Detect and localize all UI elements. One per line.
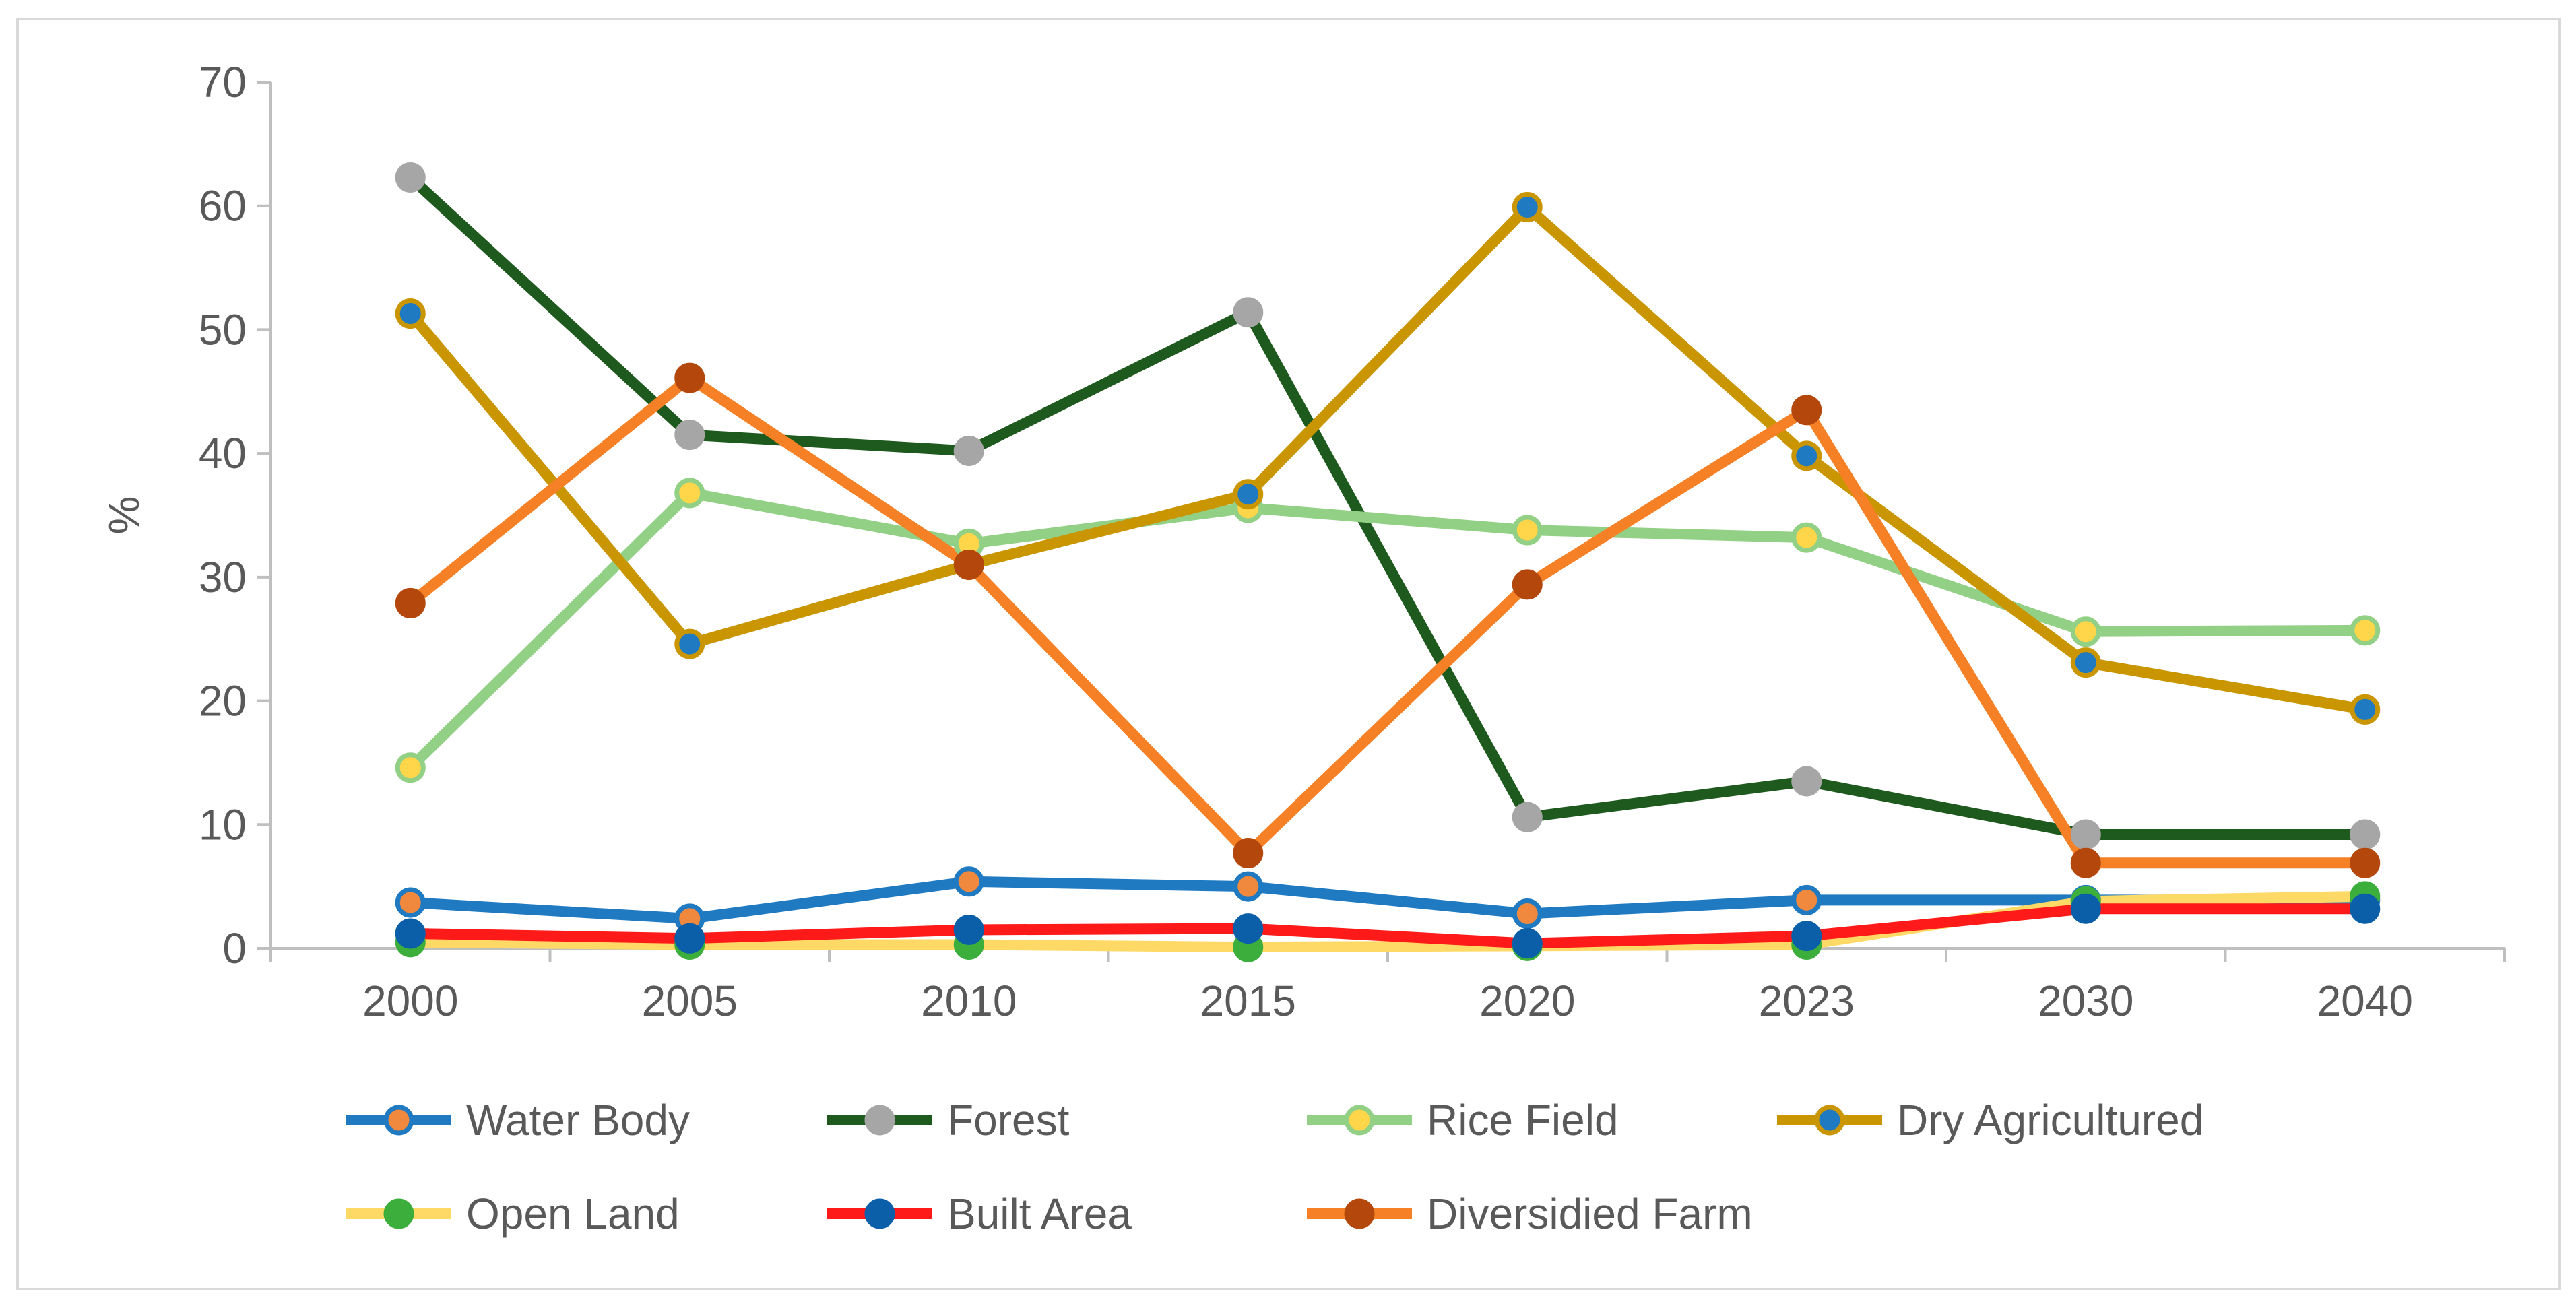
x-tick-label: 2040 (2317, 977, 2413, 1025)
chart-frame: 0 10 20 30 40 50 60 70 2000 2005 2010 2015 2020 2023 2… (16, 18, 2561, 1290)
y-axis-title: % (100, 496, 148, 535)
legend-item-dry-agricultured: Dry Agricultured (1777, 1096, 2203, 1144)
y-tick-label: 40 (199, 429, 247, 478)
data-point-rice-field (2070, 616, 2101, 647)
data-point-built-area (674, 923, 705, 954)
series-line-water-body (405, 876, 2371, 924)
data-point-water-body (1791, 884, 1822, 915)
x-tick-label: 2020 (1479, 977, 1575, 1025)
y-tick-label: 30 (199, 553, 247, 601)
data-point-forest (2070, 819, 2101, 850)
data-point-forest (2350, 819, 2381, 850)
data-point-rice-field (2350, 615, 2381, 646)
data-point-diversidied-farm (395, 587, 426, 618)
legend-swatch-marker (864, 1198, 895, 1229)
data-point-dry-agricultured (1512, 192, 1543, 223)
data-point-built-area (2070, 893, 2101, 924)
y-tick-label: 10 (199, 800, 247, 849)
legend: Water Body Forest Rice Field Dry Agricultur… (346, 1096, 2203, 1238)
legend-label: Built Area (947, 1189, 1132, 1238)
data-point-built-area (1512, 928, 1543, 959)
y-tick-label: 20 (199, 677, 247, 725)
legend-label: Water Body (466, 1096, 690, 1144)
legend-swatch-marker (1344, 1105, 1375, 1136)
x-tick-label: 2005 (642, 977, 738, 1025)
legend-item-rice-field: Rice Field (1307, 1096, 1619, 1144)
x-tick-label: 2010 (921, 977, 1017, 1025)
x-tick-label: 2030 (2038, 977, 2133, 1025)
data-point-diversidied-farm (1791, 395, 1822, 426)
data-point-rice-field (674, 478, 705, 509)
data-point-water-body (953, 866, 984, 897)
x-tick-label: 2015 (1200, 977, 1296, 1025)
legend-swatch-marker (1814, 1105, 1845, 1136)
data-point-forest (953, 435, 984, 466)
data-point-forest (1233, 297, 1264, 328)
y-tick-label: 0 (222, 924, 247, 973)
data-point-forest (1512, 802, 1543, 832)
legend-label: Dry Agricultured (1897, 1096, 2203, 1144)
data-point-diversidied-farm (1512, 569, 1543, 600)
data-point-water-body (1512, 898, 1543, 929)
data-point-water-body (395, 887, 426, 918)
legend-swatch-marker (864, 1105, 895, 1136)
data-point-rice-field (1512, 515, 1543, 546)
data-point-built-area (953, 914, 984, 945)
legend-swatch-marker (383, 1198, 414, 1229)
y-tick-label: 70 (199, 58, 247, 106)
data-point-water-body (1233, 871, 1264, 902)
legend-swatch-marker (383, 1105, 414, 1136)
data-point-dry-agricultured (674, 628, 705, 659)
legend-label: Forest (947, 1096, 1070, 1144)
legend-item-forest: Forest (827, 1096, 1070, 1144)
data-point-built-area (1791, 921, 1822, 952)
data-point-dry-agricultured (1233, 479, 1264, 510)
legend-item-diversidied-farm: Diversidied Farm (1307, 1189, 1753, 1238)
data-point-built-area (395, 918, 426, 949)
legend-label: Rice Field (1427, 1096, 1619, 1144)
series-lines (405, 172, 2371, 953)
x-tick-label: 2000 (362, 977, 458, 1025)
series-line-rice-field (405, 487, 2371, 773)
data-point-built-area (1233, 913, 1264, 944)
legend-item-water-body: Water Body (346, 1096, 690, 1144)
data-point-forest (674, 420, 705, 451)
data-point-dry-agricultured (1791, 440, 1822, 471)
series-line-diversidied-farm (405, 372, 2371, 869)
series-line-built-area (405, 903, 2371, 949)
legend-swatch-marker (1344, 1198, 1375, 1229)
data-point-rice-field (395, 752, 426, 783)
data-point-forest (1791, 766, 1822, 797)
y-tick-label: 60 (199, 182, 247, 230)
data-point-rice-field (1791, 522, 1822, 553)
data-point-forest (395, 162, 426, 193)
data-point-diversidied-farm (674, 362, 705, 393)
data-point-diversidied-farm (953, 549, 984, 580)
data-point-diversidied-farm (1233, 838, 1264, 869)
data-point-built-area (2350, 893, 2381, 924)
y-tick-label: 50 (199, 305, 247, 354)
legend-item-built-area: Built Area (827, 1189, 1132, 1238)
data-point-diversidied-farm (2350, 847, 2381, 878)
legend-label: Open Land (466, 1189, 680, 1238)
data-point-dry-agricultured (2070, 647, 2101, 678)
series-markers (395, 162, 2381, 962)
data-point-dry-agricultured (2350, 694, 2381, 725)
series-line-forest (405, 172, 2371, 840)
x-tick-label: 2023 (1759, 977, 1855, 1025)
legend-label: Diversidied Farm (1427, 1189, 1753, 1238)
legend-item-open-land: Open Land (346, 1189, 680, 1238)
data-point-diversidied-farm (2070, 847, 2101, 878)
series-line-dry-agricultured (405, 201, 2371, 715)
data-point-dry-agricultured (395, 298, 426, 329)
